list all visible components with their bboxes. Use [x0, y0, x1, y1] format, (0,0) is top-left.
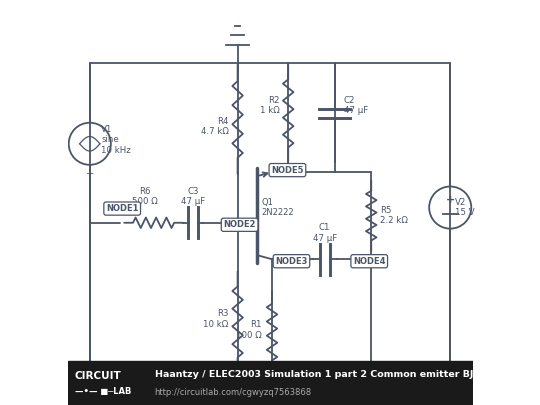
- Text: V1
sine
10 kHz: V1 sine 10 kHz: [101, 125, 131, 155]
- Text: C2
47 μF: C2 47 μF: [344, 96, 368, 115]
- Text: NODE4: NODE4: [353, 257, 386, 266]
- Text: R5
2.2 kΩ: R5 2.2 kΩ: [380, 206, 408, 225]
- Text: —•— ■─LAB: —•— ■─LAB: [75, 387, 131, 396]
- Text: CIRCUIT: CIRCUIT: [75, 371, 122, 381]
- Text: NODE5: NODE5: [271, 166, 303, 175]
- Text: R1
100 Ω: R1 100 Ω: [236, 320, 262, 340]
- Text: V2
15 V: V2 15 V: [455, 198, 475, 217]
- Text: +: +: [446, 195, 455, 205]
- Text: R6
500 Ω: R6 500 Ω: [132, 187, 157, 206]
- Text: R3
10 kΩ: R3 10 kΩ: [204, 309, 229, 328]
- Text: http://circuitlab.com/cgwyzq7563868: http://circuitlab.com/cgwyzq7563868: [154, 388, 312, 397]
- Text: C1
47 μF: C1 47 μF: [313, 223, 337, 243]
- Text: NODE1: NODE1: [106, 204, 138, 213]
- Text: Haantzy / ELEC2003 Simulation 1 part 2 Common emitter BJT amplifier: Haantzy / ELEC2003 Simulation 1 part 2 C…: [154, 370, 531, 379]
- Text: R2
1 kΩ: R2 1 kΩ: [260, 96, 279, 115]
- Text: −: −: [86, 169, 94, 179]
- Bar: [68, 361, 472, 405]
- Text: Q1
2N2222: Q1 2N2222: [261, 198, 294, 217]
- Text: NODE2: NODE2: [224, 220, 256, 229]
- Text: R4
4.7 kΩ: R4 4.7 kΩ: [201, 117, 229, 136]
- Text: C3
47 μF: C3 47 μF: [181, 187, 205, 206]
- Text: NODE3: NODE3: [275, 257, 308, 266]
